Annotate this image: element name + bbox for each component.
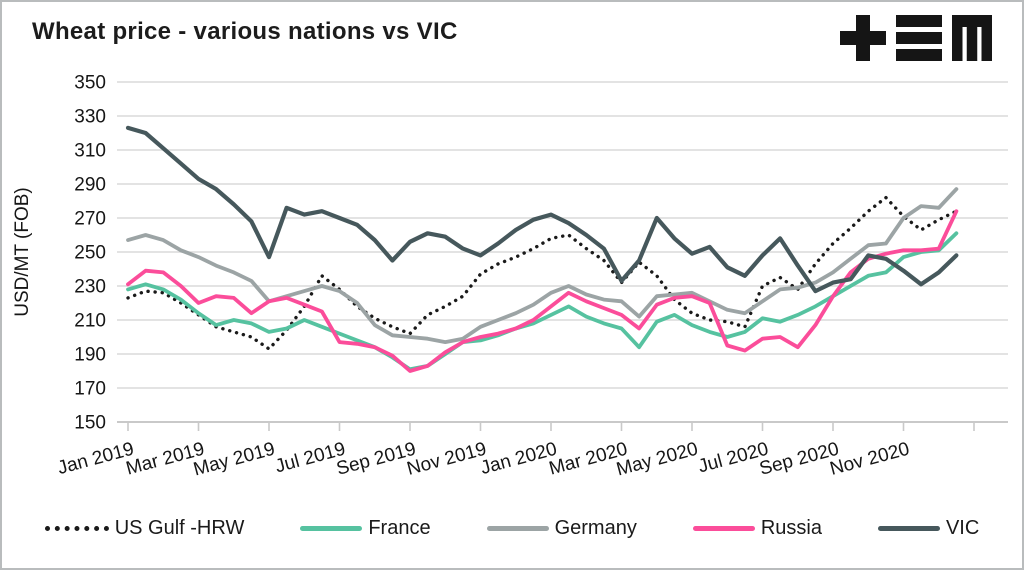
legend-label: VIC: [945, 517, 980, 539]
legend-swatch-icon: [877, 526, 940, 531]
tem-logo: [840, 15, 992, 61]
x-tick-label: Nov 2019: [405, 439, 489, 480]
legend-swatch-icon: [486, 526, 549, 531]
logo-plus-icon: [840, 15, 886, 61]
legend-item-vic: VIC: [877, 517, 980, 540]
legend-item-russia: Russia: [692, 517, 822, 540]
y-tick-label: 290: [74, 175, 106, 196]
y-tick-label: 150: [74, 413, 106, 434]
logo-bars-icon: [896, 15, 942, 61]
y-tick-label: 230: [74, 277, 106, 298]
x-tick-label: May 2020: [614, 439, 700, 481]
legend-label: US Gulf -HRW: [114, 517, 245, 539]
series-line-france: [126, 231, 959, 372]
legend-swatch-icon: [692, 526, 755, 531]
y-tick-label: 310: [74, 141, 106, 162]
x-tick-label: May 2019: [191, 439, 277, 481]
legend-swatch-icon: [300, 526, 363, 531]
y-tick-label: 270: [74, 209, 106, 230]
chart-legend: US Gulf -HRW France Germany Russia VIC: [2, 517, 1022, 540]
legend-label: Russia: [760, 517, 822, 539]
tem-logo-graphic: [840, 15, 992, 61]
y-tick-label: 250: [74, 243, 106, 264]
legend-item-germany: Germany: [486, 517, 637, 540]
x-tick-label: Nov 2020: [828, 439, 912, 480]
series-line-us-gulf-hrw: [126, 195, 959, 351]
y-tick-label: 330: [74, 107, 106, 128]
chart-title: Wheat price - various nations vs VIC: [32, 18, 458, 45]
legend-item-france: France: [300, 517, 431, 540]
y-axis-title: USD/MT (FOB): [12, 187, 33, 316]
legend-label: France: [368, 517, 431, 539]
legend-label: Germany: [554, 517, 637, 539]
series-line-germany: [126, 187, 959, 345]
legend-item-us-gulf-hrw: US Gulf -HRW: [44, 517, 245, 540]
series-line-vic: [125, 125, 959, 294]
y-tick-label: 170: [74, 379, 106, 400]
logo-m-icon: [952, 15, 992, 61]
legend-swatch-icon: [44, 526, 109, 531]
y-tick-label: 210: [74, 311, 106, 332]
series-line-russia: [126, 209, 959, 373]
y-tick-label: 350: [74, 73, 106, 94]
y-tick-label: 190: [74, 345, 106, 366]
